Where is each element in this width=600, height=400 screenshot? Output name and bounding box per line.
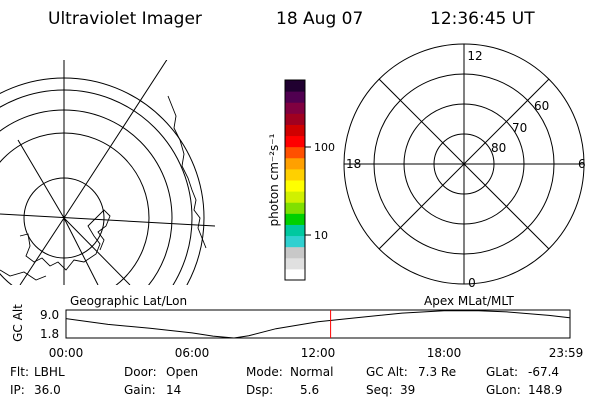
gc-alt-value: 7.3 Re <box>418 365 456 379</box>
mlat-label-80: 80 <box>491 141 506 155</box>
door-value: Open <box>166 365 198 379</box>
colorbar-segment <box>285 168 305 181</box>
geo-map-caption: Geographic Lat/Lon <box>70 294 187 308</box>
timeline-x-tick-0000: 00:00 <box>49 346 84 360</box>
info-row-1: Flt: LBHL Door: Open Mode: Normal GC Alt… <box>10 365 559 379</box>
apex-grid-caption: Apex MLat/MLT <box>424 294 514 308</box>
time-label: 12:36:45 UT <box>430 9 535 29</box>
colorbar-segment <box>285 257 305 270</box>
colorbar-segment <box>285 246 305 259</box>
colorbar-segment <box>285 91 305 103</box>
geo-meridian-nw <box>17 139 65 219</box>
timeline-frame <box>65 309 571 339</box>
timeline-x-tick-1800: 18:00 <box>427 346 462 360</box>
glon-value: 148.9 <box>528 383 562 397</box>
ip-label: IP: <box>10 383 25 397</box>
gain-label: Gain: <box>124 383 156 397</box>
colorbar-segment <box>285 102 305 114</box>
seq-label: Seq: <box>366 383 393 397</box>
timeline-y-tick-1-8: 1.8 <box>40 327 59 341</box>
colorbar-frame <box>284 79 306 281</box>
colorbar-segment <box>285 135 305 148</box>
colorbar: 100 10 photon cm⁻²s⁻¹ <box>267 79 335 281</box>
colorbar-segment <box>285 180 305 192</box>
gc-alt-label: GC Alt: <box>366 365 408 379</box>
geo-meridian-s1 <box>63 217 99 285</box>
flt-value: LBHL <box>34 365 65 379</box>
apex-polar-grid <box>343 43 585 285</box>
colorbar-segment <box>285 113 305 125</box>
colorbar-segment <box>285 191 305 203</box>
seq-value: 39 <box>400 383 415 397</box>
mlt-label-18: 18 <box>346 157 361 171</box>
geo-meridian-ne <box>63 60 168 219</box>
mlat-label-60: 60 <box>534 99 549 113</box>
flt-label: Flt: <box>10 365 29 379</box>
colorbar-segment <box>285 268 305 281</box>
colorbar-tick-label-10: 10 <box>314 229 328 242</box>
date-label: 18 Aug 07 <box>276 9 363 29</box>
geo-meridian-horizontal <box>0 213 215 227</box>
geographic-map <box>0 60 215 285</box>
geo-lat-circle-5 <box>0 77 205 285</box>
timeline-x-tick-0600: 06:00 <box>175 346 210 360</box>
colorbar-segment <box>285 146 305 159</box>
dsp-label: Dsp: <box>246 383 273 397</box>
altitude-curve <box>65 310 570 339</box>
apex-labels: 12 0 18 6 60 70 80 <box>346 49 586 290</box>
timeline-y-axis-label: GC Alt <box>11 304 25 342</box>
altitude-timeline: GC Alt 9.0 1.8 00:00 06:00 12:00 18:00 2… <box>11 304 583 360</box>
mlat-label-70: 70 <box>512 121 527 135</box>
colorbar-segment <box>285 124 305 137</box>
coastline-east <box>167 95 207 249</box>
glat-label: GLat: <box>486 365 518 379</box>
colorbar-segment <box>285 235 305 248</box>
ip-value: 36.0 <box>34 383 61 397</box>
glat-value: -67.4 <box>528 365 559 379</box>
coastline-antarctica <box>0 209 111 281</box>
colorbar-segment <box>285 224 305 237</box>
colorbar-segment <box>285 157 305 170</box>
info-row-2: IP: 36.0 Gain: 14 Dsp: 5.6 Seq: 39 GLon:… <box>10 383 562 397</box>
mlt-label-12: 12 <box>467 49 482 63</box>
colorbar-unit-label: photon cm⁻²s⁻¹ <box>267 133 281 226</box>
mode-label: Mode: <box>246 365 283 379</box>
dsp-value: 5.6 <box>300 383 319 397</box>
mlt-label-0: 0 <box>468 276 476 290</box>
geo-meridian-sw <box>19 217 65 285</box>
apex-line-diag-2 <box>378 78 550 250</box>
gain-value: 14 <box>166 383 181 397</box>
timeline-x-tick-1200: 12:00 <box>301 346 336 360</box>
colorbar-segment <box>285 80 305 92</box>
instrument-title: Ultraviolet Imager <box>48 9 202 29</box>
door-label: Door: <box>124 365 157 379</box>
mode-value: Normal <box>290 365 333 379</box>
glon-label: GLon: <box>486 383 521 397</box>
colorbar-segments <box>285 80 305 281</box>
mlt-label-6: 6 <box>578 157 586 171</box>
colorbar-segment <box>285 213 305 225</box>
colorbar-tick-label-100: 100 <box>314 141 335 154</box>
timeline-y-tick-9: 9.0 <box>40 308 59 322</box>
colorbar-segment <box>285 202 305 214</box>
timeline-x-tick-2359: 23:59 <box>549 346 584 360</box>
